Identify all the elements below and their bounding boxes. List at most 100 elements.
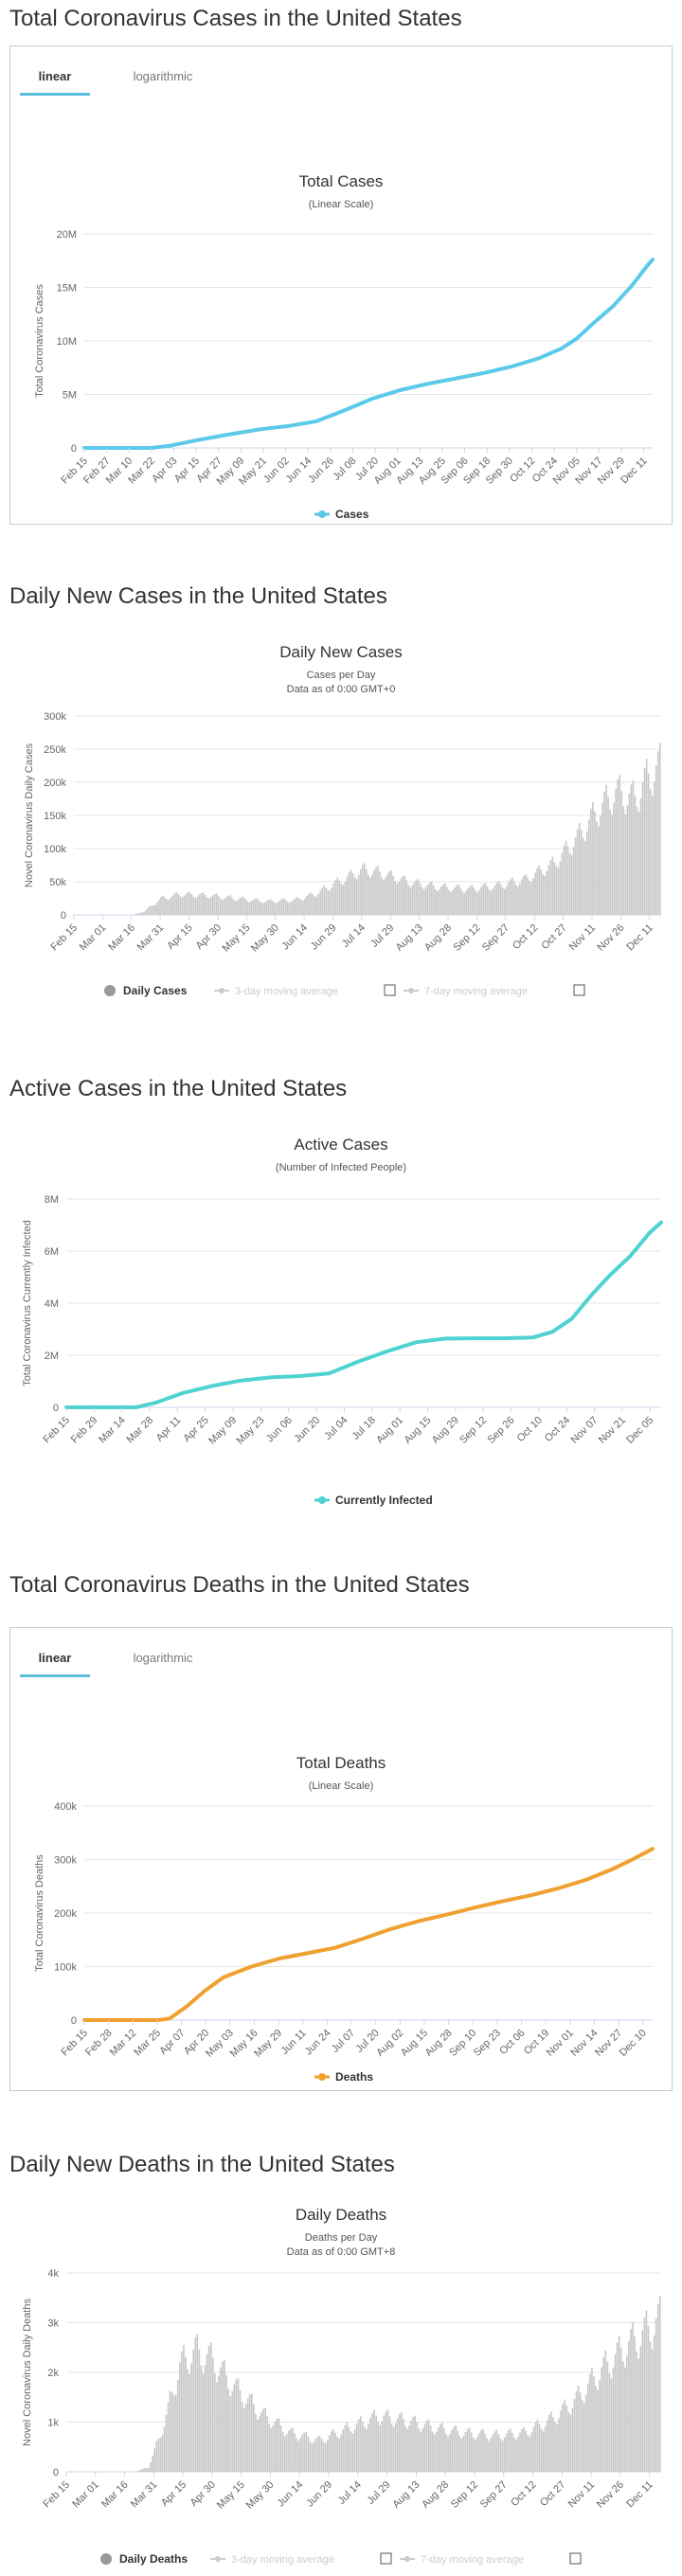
bar bbox=[658, 2296, 661, 2472]
bar bbox=[296, 2438, 297, 2472]
bar bbox=[398, 881, 401, 915]
tab-linear[interactable]: linear bbox=[20, 58, 90, 96]
bar bbox=[334, 2432, 336, 2473]
bar bbox=[331, 2431, 332, 2472]
x-tick-label: Aug 01 bbox=[374, 1415, 405, 1446]
bar bbox=[544, 875, 547, 915]
bar bbox=[300, 900, 302, 915]
bar bbox=[222, 2361, 224, 2472]
bar bbox=[255, 2414, 257, 2472]
bar bbox=[398, 2413, 401, 2472]
bar bbox=[375, 867, 377, 915]
x-tick-label: Apr 15 bbox=[165, 922, 194, 952]
bar bbox=[420, 2431, 422, 2472]
bar bbox=[552, 2417, 554, 2472]
bar bbox=[359, 869, 362, 915]
x-tick-label: Oct 24 bbox=[543, 1415, 572, 1444]
bar bbox=[624, 814, 627, 915]
bar bbox=[390, 2424, 393, 2472]
bar bbox=[509, 2428, 512, 2472]
bar bbox=[167, 2402, 170, 2472]
bar bbox=[262, 2408, 264, 2472]
bar bbox=[215, 893, 218, 915]
bar bbox=[198, 894, 201, 915]
x-tick-label: Feb 29 bbox=[69, 1415, 100, 1446]
y-tick-label: 0 bbox=[53, 1403, 59, 1414]
bar bbox=[645, 2310, 648, 2472]
bar bbox=[434, 888, 437, 915]
bar bbox=[476, 892, 479, 915]
bar bbox=[280, 899, 283, 915]
bar bbox=[336, 877, 339, 915]
bar bbox=[281, 2432, 284, 2472]
bar bbox=[565, 840, 567, 915]
bar bbox=[608, 2372, 611, 2472]
bar bbox=[563, 845, 565, 915]
bar bbox=[546, 870, 548, 915]
bar bbox=[146, 2468, 148, 2472]
bar bbox=[547, 865, 550, 915]
bar bbox=[392, 2426, 395, 2472]
bar bbox=[573, 2399, 576, 2472]
bar bbox=[307, 2436, 310, 2472]
bar bbox=[435, 2431, 438, 2472]
tab-linear[interactable]: linear bbox=[20, 1639, 90, 1677]
bar bbox=[194, 898, 197, 915]
bar bbox=[511, 2433, 513, 2472]
bar bbox=[592, 801, 594, 915]
x-tick-label: Oct 06 bbox=[497, 2028, 527, 2057]
bar bbox=[377, 2421, 380, 2472]
bar bbox=[525, 873, 527, 915]
bar bbox=[327, 2440, 329, 2472]
bar bbox=[217, 896, 220, 915]
bar bbox=[177, 894, 180, 915]
bar bbox=[216, 2382, 218, 2472]
bar bbox=[386, 873, 388, 915]
bar bbox=[484, 883, 487, 915]
x-tick-label: Mar 16 bbox=[106, 922, 137, 954]
bar bbox=[643, 768, 646, 915]
bar bbox=[244, 899, 246, 915]
x-tick-label: Sep 26 bbox=[486, 1415, 517, 1446]
tab-logarithmic[interactable]: logarithmic bbox=[133, 1651, 193, 1665]
total-deaths-panel: linear logarithmic Total Deaths (Linear S… bbox=[9, 1627, 673, 2091]
bar bbox=[443, 2428, 445, 2472]
x-tick-label: Feb 15 bbox=[48, 922, 80, 954]
bar bbox=[505, 886, 508, 915]
bar bbox=[637, 2358, 640, 2472]
legend-label: 3-day moving average bbox=[231, 2554, 334, 2566]
tab-logarithmic[interactable]: logarithmic bbox=[133, 69, 193, 83]
bar bbox=[433, 2434, 436, 2472]
y-tick-label: 50k bbox=[49, 877, 66, 888]
legend-label: 7-day moving average bbox=[424, 986, 528, 997]
bar bbox=[421, 886, 423, 915]
bar bbox=[355, 2424, 358, 2472]
bar bbox=[257, 2419, 259, 2472]
x-tick-label: Feb 15 bbox=[41, 1415, 72, 1446]
bar bbox=[269, 899, 272, 915]
x-tick-label: Apr 30 bbox=[188, 2479, 218, 2509]
bar bbox=[248, 2394, 251, 2472]
series-line bbox=[64, 1220, 663, 1409]
x-tick-label: May 29 bbox=[252, 2028, 284, 2060]
bar bbox=[632, 780, 635, 915]
bar bbox=[168, 900, 170, 915]
x-tick-label: May 23 bbox=[235, 1415, 267, 1447]
bar bbox=[235, 2379, 238, 2472]
bar bbox=[155, 2441, 158, 2472]
bar bbox=[316, 2436, 319, 2472]
bar bbox=[241, 2402, 243, 2472]
bar bbox=[190, 2363, 192, 2472]
bar bbox=[582, 837, 584, 915]
y-tick-label: 15M bbox=[57, 283, 77, 295]
bar bbox=[233, 2384, 236, 2472]
bar bbox=[604, 2351, 607, 2472]
bar bbox=[571, 2407, 574, 2472]
bar bbox=[461, 890, 463, 915]
chart-subtitle-2: Data as of 0:00 GMT+8 bbox=[287, 2246, 396, 2258]
x-tick-label: May 09 bbox=[206, 1415, 239, 1447]
x-tick-label: Nov 26 bbox=[595, 2479, 626, 2511]
x-tick-label: Sep 27 bbox=[480, 922, 512, 954]
x-tick-label: Dec 11 bbox=[624, 2479, 655, 2511]
x-tick-label: Sep 27 bbox=[478, 2479, 510, 2511]
